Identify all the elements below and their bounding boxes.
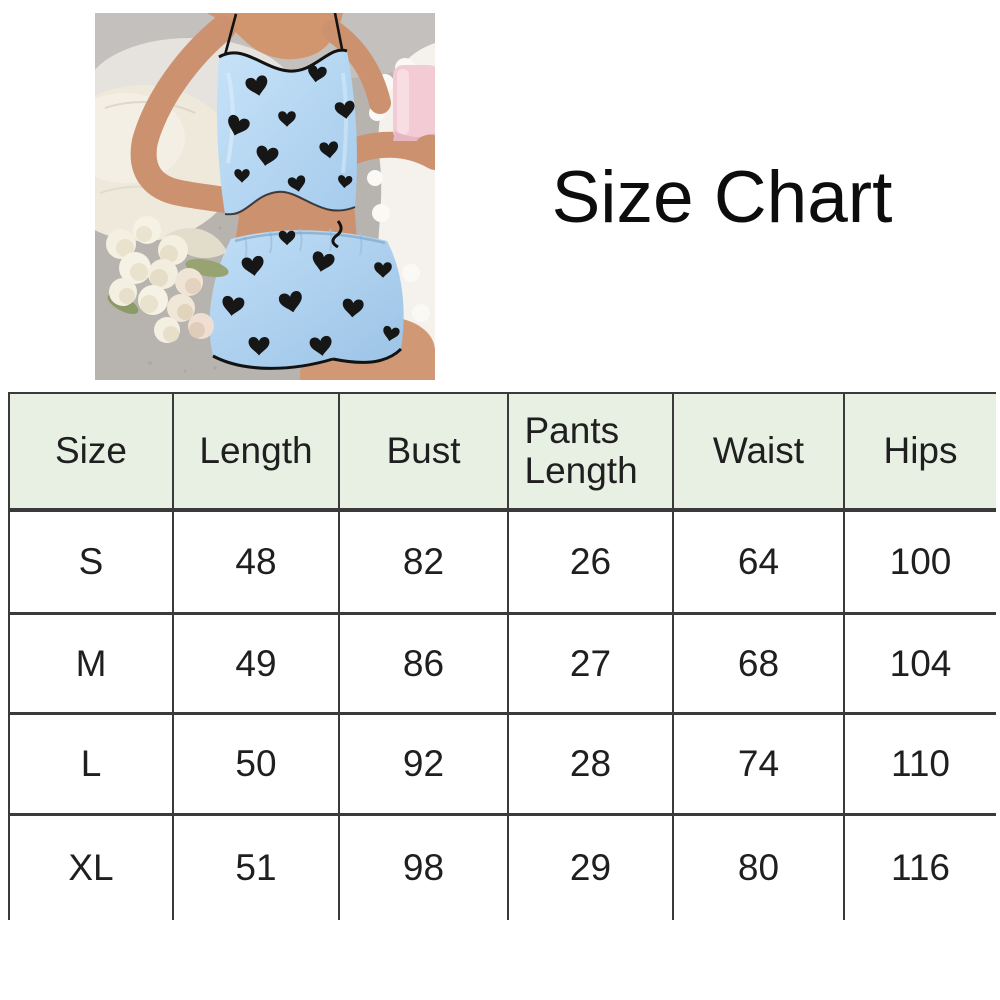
hem-trim	[224, 190, 356, 216]
size-table-container: Size Length Bust Pants Length Waist Hips…	[8, 392, 996, 920]
cell-pants-length: 26	[507, 510, 673, 615]
pajama-photo-illustration	[95, 13, 435, 380]
cell-bust: 82	[338, 510, 508, 615]
cell-hips: 110	[843, 713, 996, 816]
col-header-length: Length	[172, 393, 339, 512]
shorts-hem-trim	[332, 347, 403, 364]
shorts-hem-trim	[212, 354, 334, 370]
cell-bust: 98	[338, 814, 508, 920]
cami-strap	[333, 13, 344, 50]
header-row: Size Length Bust Pants Length Waist Hips	[9, 393, 996, 512]
cell-length: 49	[172, 613, 339, 715]
cell-pants-length: 27	[507, 613, 673, 715]
cell-pants-length: 28	[507, 713, 673, 816]
cell-size: S	[9, 510, 173, 615]
cell-hips: 100	[843, 510, 996, 615]
cell-waist: 64	[672, 510, 844, 615]
cami-strap	[223, 13, 238, 56]
neckline-trim	[218, 48, 348, 73]
cell-pants-length: 29	[507, 814, 673, 920]
model-arm-left	[130, 15, 256, 216]
cell-bust: 86	[338, 613, 508, 715]
product-photo	[95, 13, 435, 380]
size-table: Size Length Bust Pants Length Waist Hips…	[8, 392, 996, 920]
col-header-pants-length: Pants Length	[507, 393, 673, 512]
cell-length: 51	[172, 814, 339, 920]
table-row-m: M 49 86 27 68 104	[9, 613, 996, 715]
col-header-bust: Bust	[338, 393, 508, 512]
white-flower-bouquet	[106, 216, 229, 343]
cell-size: XL	[68, 847, 114, 889]
cell-length: 48	[172, 510, 339, 615]
table-row-l: L 50 92 28 74 110	[9, 713, 996, 816]
pajama-shorts	[209, 220, 404, 370]
col-header-hips: Hips	[843, 393, 996, 512]
cell-waist: 74	[672, 713, 844, 816]
pink-mug	[393, 65, 435, 148]
col-header-waist: Waist	[672, 393, 844, 512]
cell-length: 50	[172, 713, 339, 816]
cell-hips: 116	[843, 814, 996, 920]
cell-waist: 68	[672, 613, 844, 715]
cell-bust: 92	[338, 713, 508, 816]
table-row-xl: XL 51 98 29 80 116	[9, 814, 996, 920]
pajama-cami-top	[217, 13, 357, 216]
drawstring-mark	[331, 220, 343, 249]
size-chart-title: Size Chart	[551, 156, 893, 238]
col-header-size: Size	[9, 393, 173, 512]
cell-waist: 80	[672, 814, 844, 920]
cell-hips: 104	[843, 613, 996, 715]
cell-size: M	[9, 613, 173, 715]
table-row-s: S 48 82 26 64 100	[9, 510, 996, 615]
cell-size: L	[9, 713, 173, 816]
